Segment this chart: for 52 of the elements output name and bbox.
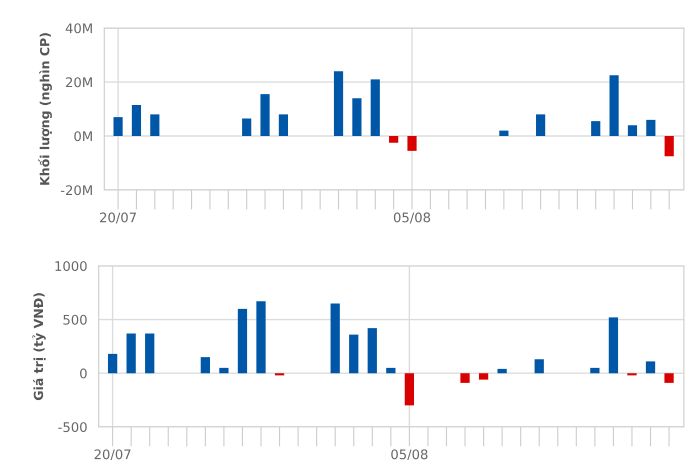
bar: [349, 334, 358, 374]
x-tick-label: 20/07: [94, 449, 130, 460]
bar: [242, 118, 252, 136]
y-tick-label: -500: [58, 422, 87, 432]
y-tick-label: 1000: [55, 261, 87, 272]
bar: [238, 308, 248, 374]
bar: [368, 328, 377, 374]
y-tick-label: 0: [80, 368, 87, 378]
bar: [404, 373, 414, 406]
x-tick-label: 05/08: [391, 449, 428, 460]
bar: [113, 117, 123, 136]
bar: [352, 98, 362, 136]
bar: [664, 373, 674, 383]
bar: [334, 71, 344, 136]
bar: [256, 301, 266, 374]
bar: [608, 317, 618, 374]
bar: [132, 104, 142, 136]
bar: [460, 373, 470, 383]
bar: [646, 120, 656, 136]
x-tick-label: 05/08: [394, 212, 430, 224]
x-tick-label: 20/07: [100, 212, 136, 224]
bar: [386, 368, 396, 374]
bar: [145, 334, 154, 374]
bar: [126, 334, 136, 374]
bar: [108, 354, 118, 374]
bar: [646, 361, 656, 374]
y-tick-label: 40M: [66, 23, 92, 34]
y-tick-label: 0M: [74, 131, 92, 142]
bar: [407, 136, 417, 151]
bar: [260, 94, 270, 136]
bar: [150, 114, 160, 136]
y-tick-label: 500: [63, 314, 87, 325]
y-axis-title: Khối lượng (nghìn CP): [38, 33, 52, 185]
bar: [370, 79, 380, 136]
bar: [591, 121, 600, 136]
bar: [610, 75, 619, 136]
y-axis-title: Giá trị (tỷ VNĐ): [32, 293, 46, 400]
bar: [200, 357, 210, 374]
bar: [478, 373, 488, 380]
bar: [628, 125, 638, 136]
bar: [330, 303, 340, 374]
y-tick-label: 20M: [66, 77, 92, 88]
bar: [536, 114, 546, 136]
bar: [389, 136, 398, 143]
bar: [278, 114, 288, 136]
bar: [590, 368, 600, 374]
bar: [664, 136, 674, 156]
bar: [497, 368, 507, 374]
bar: [534, 359, 544, 374]
bar: [219, 368, 229, 374]
bar: [499, 130, 508, 136]
y-tick-label: -20M: [60, 185, 92, 196]
